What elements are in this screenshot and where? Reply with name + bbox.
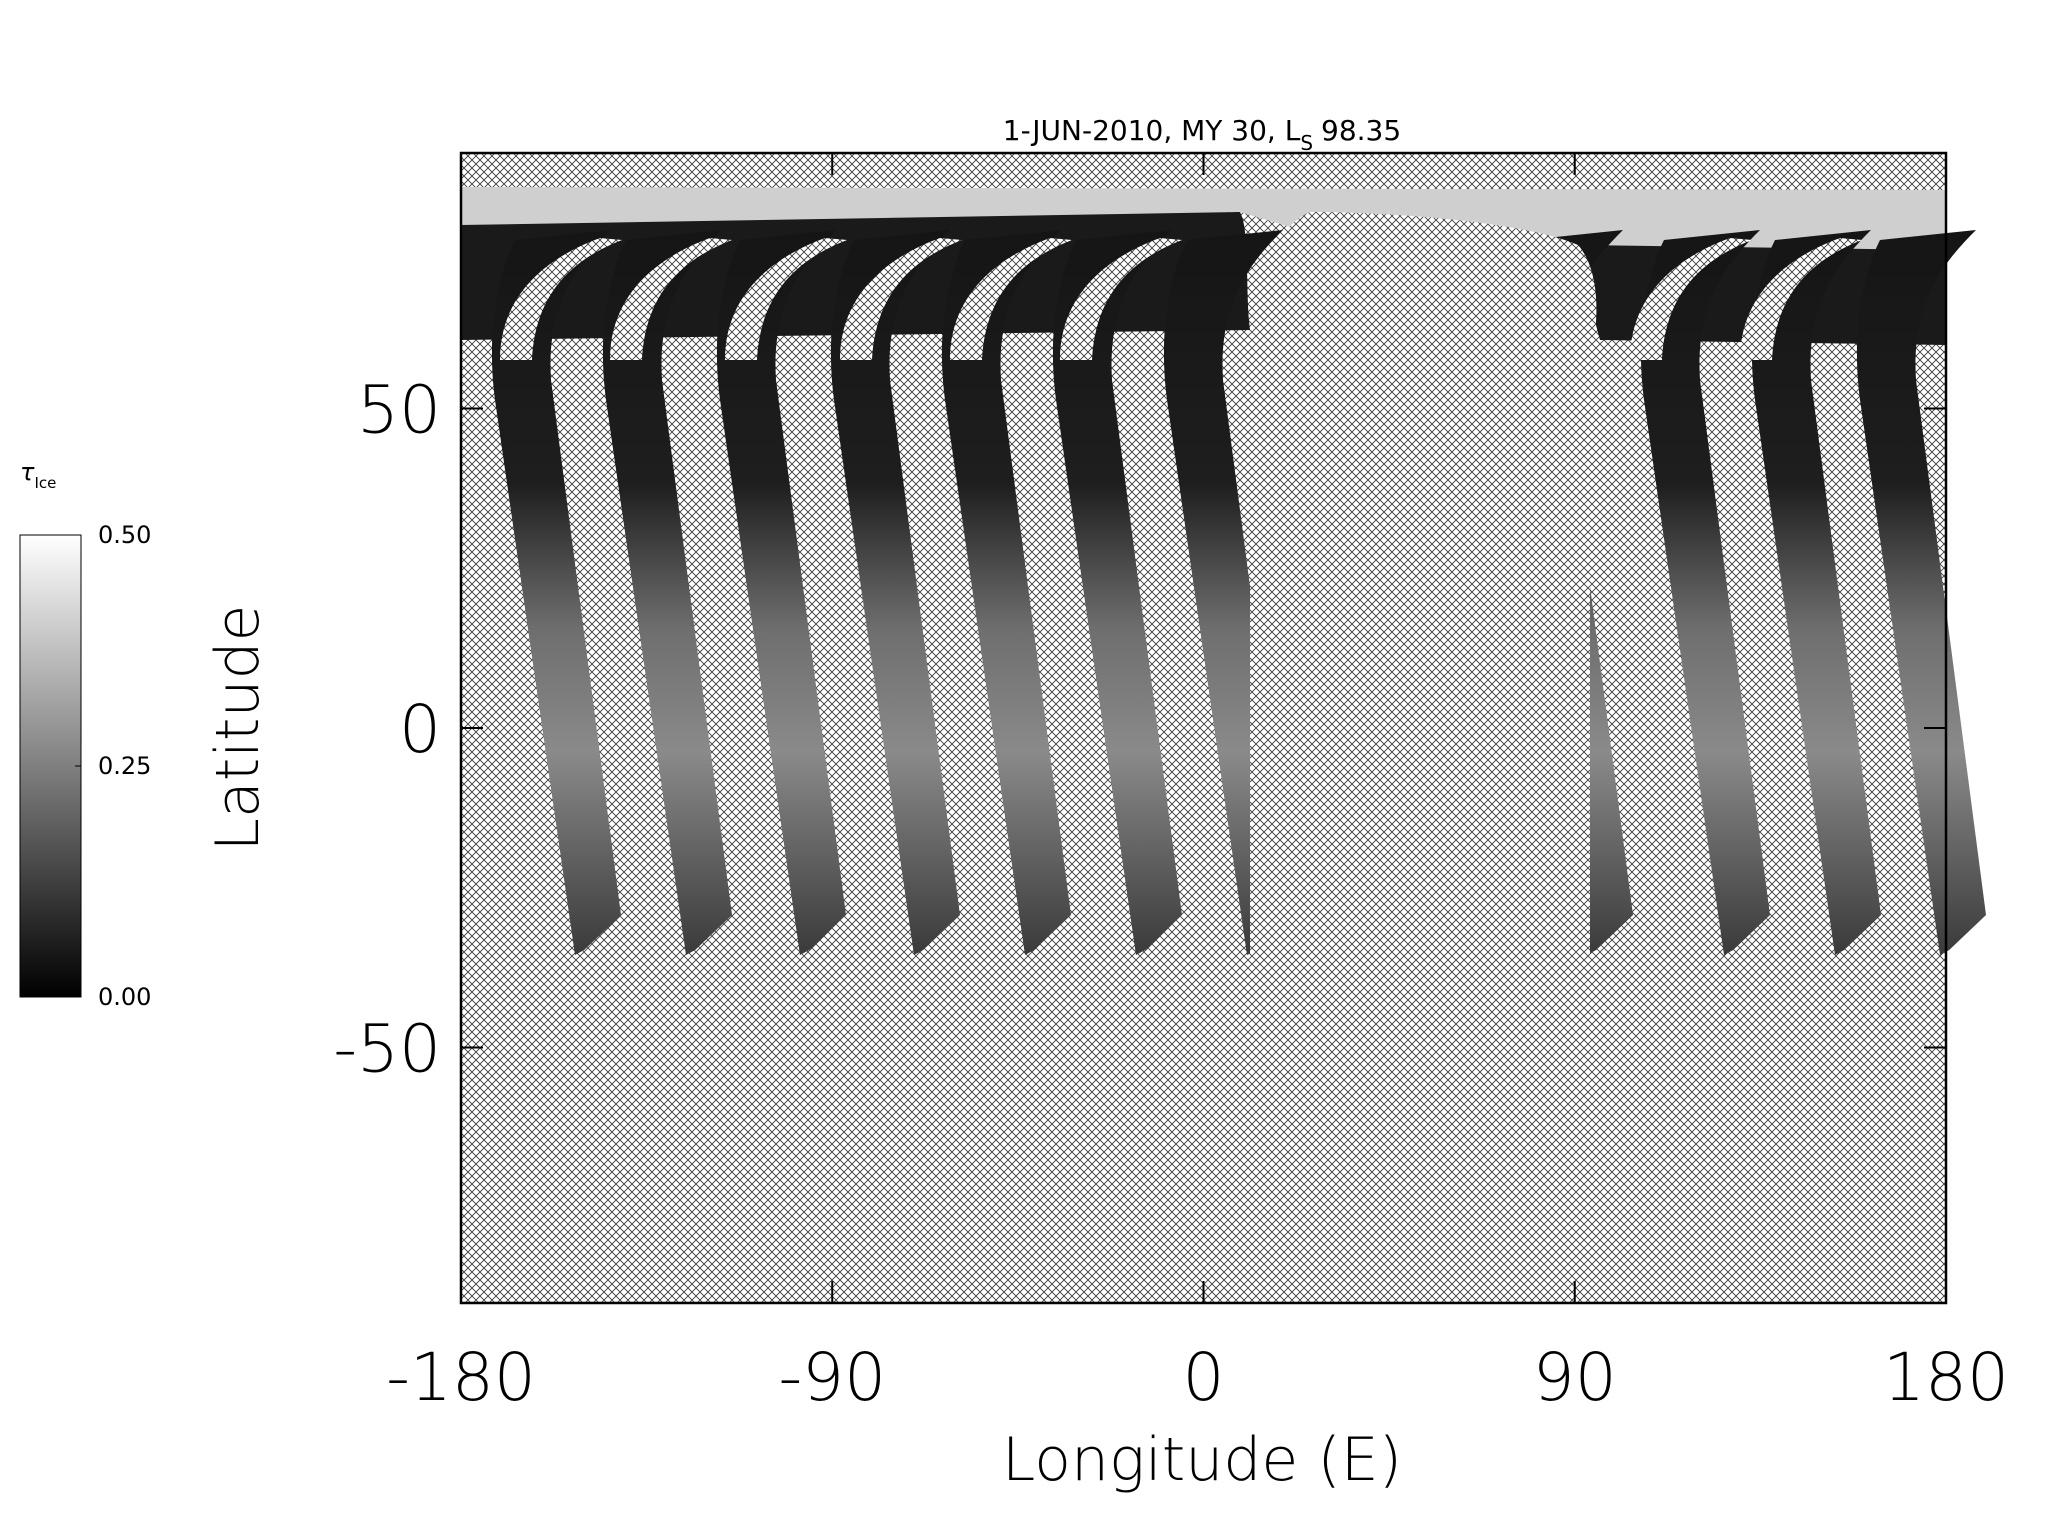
gap-hatch <box>1250 212 1597 960</box>
x-tick-label: 180 <box>1883 1339 2009 1416</box>
y-tick-label: 50 <box>357 372 441 449</box>
gap-hatch <box>725 238 847 360</box>
y-tick-label: -50 <box>333 1010 441 1087</box>
swath <box>1052 230 1182 955</box>
colorbar <box>19 534 82 998</box>
y-axis-label: Latitude <box>203 605 273 852</box>
x-tick-label: 0 <box>1183 1339 1225 1416</box>
swath <box>1751 230 1881 955</box>
title-suffix: 98.35 <box>1321 114 1401 147</box>
gap-hatch <box>610 238 732 360</box>
colorbar-tick-label: 0.25 <box>98 752 151 780</box>
y-tick-label: 0 <box>399 691 441 768</box>
gap-hatch <box>500 238 622 360</box>
chart-title: 1-JUN-2010, MY 30, LS 98.35 <box>1003 114 1401 155</box>
x-axis-label: Longitude (E) <box>1002 1425 1402 1495</box>
gap-hatch <box>950 238 1072 360</box>
colorbar-symbol: τ <box>20 458 35 486</box>
colorbar-label: τIce <box>20 458 56 492</box>
swath <box>830 230 960 955</box>
swath <box>941 230 1071 955</box>
swath <box>491 230 621 955</box>
x-tick-label: -90 <box>778 1339 886 1416</box>
plot-area <box>459 151 1986 1305</box>
swath <box>602 230 732 955</box>
swath <box>1640 230 1770 955</box>
x-tick-label: -180 <box>386 1339 536 1416</box>
colorbar-tick-label: 0.00 <box>98 983 151 1011</box>
gap-hatch <box>840 238 962 360</box>
gap-hatch <box>1740 238 1862 360</box>
swath <box>716 230 846 955</box>
title-text: 1-JUN-2010, MY 30, L <box>1003 114 1301 147</box>
colorbar-subscript: Ice <box>34 474 56 492</box>
x-tick-label: 90 <box>1533 1339 1617 1416</box>
title-subscript: S <box>1300 131 1313 155</box>
gap-hatch <box>1060 238 1182 360</box>
swath <box>1856 230 1986 955</box>
colorbar-tick-label: 0.50 <box>98 521 151 549</box>
gap-hatch <box>1630 238 1752 360</box>
